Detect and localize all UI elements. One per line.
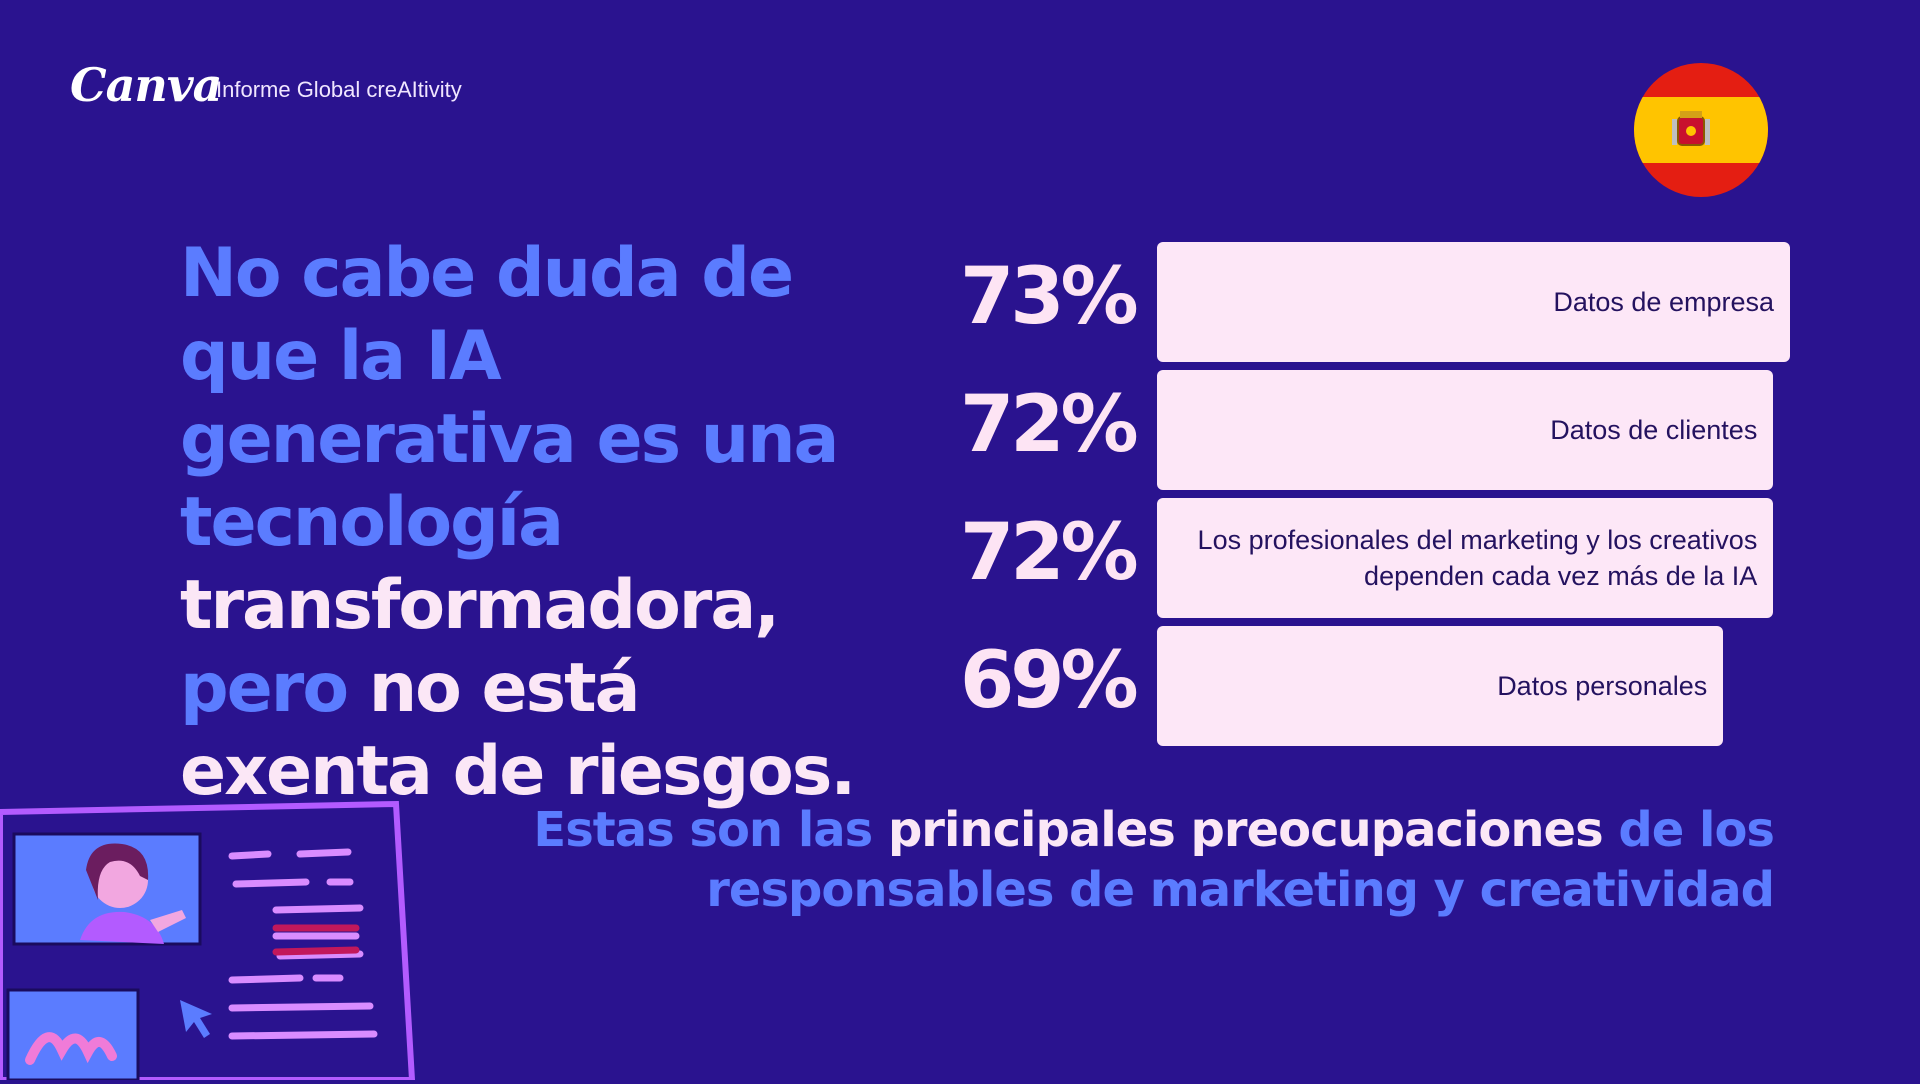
bar-category-label: Datos de clientes <box>1550 415 1758 445</box>
bar: Los profesionales del marketing y los cr… <box>1157 498 1774 618</box>
bar: Datos de clientes <box>1157 370 1774 490</box>
spain-flag-icon <box>1634 63 1768 197</box>
coat-of-arms-icon <box>1672 111 1710 146</box>
bar-category-label: Datos de empresa <box>1553 287 1774 317</box>
bar-value-label: 73% <box>960 252 1139 342</box>
headline-part1: No cabe duda de que la IA generativa es … <box>180 234 839 562</box>
creative-woman-illustration <box>0 800 420 1083</box>
report-name: Informe Global creAItivity <box>216 77 462 102</box>
headline-part2: transformadora, <box>180 566 780 645</box>
bar: Datos personales <box>1157 626 1724 746</box>
bar-value-label: 72% <box>960 508 1139 598</box>
bar-category-label: Los profesionales del marketing y los cr… <box>1197 525 1758 591</box>
headline-part3: pero <box>180 649 369 728</box>
subtitle-part2: principales preocupaciones <box>887 802 1604 858</box>
bar-value-label: 69% <box>960 636 1139 726</box>
canva-logo: Canva <box>70 58 222 112</box>
bar-category-label: Datos personales <box>1497 671 1708 701</box>
headline-part4: no está exenta de riesgos. <box>180 649 856 811</box>
bar: Datos de empresa <box>1157 242 1790 362</box>
subtitle-part1: Estas son las <box>533 802 888 858</box>
subtitle: Estas son las principales preocupaciones… <box>474 800 1775 920</box>
bar-value-label: 72% <box>960 380 1139 470</box>
subtitle-part3: de los responsables de marketing y creat… <box>706 802 1775 918</box>
headline: No cabe duda de que la IA generativa es … <box>180 232 900 813</box>
